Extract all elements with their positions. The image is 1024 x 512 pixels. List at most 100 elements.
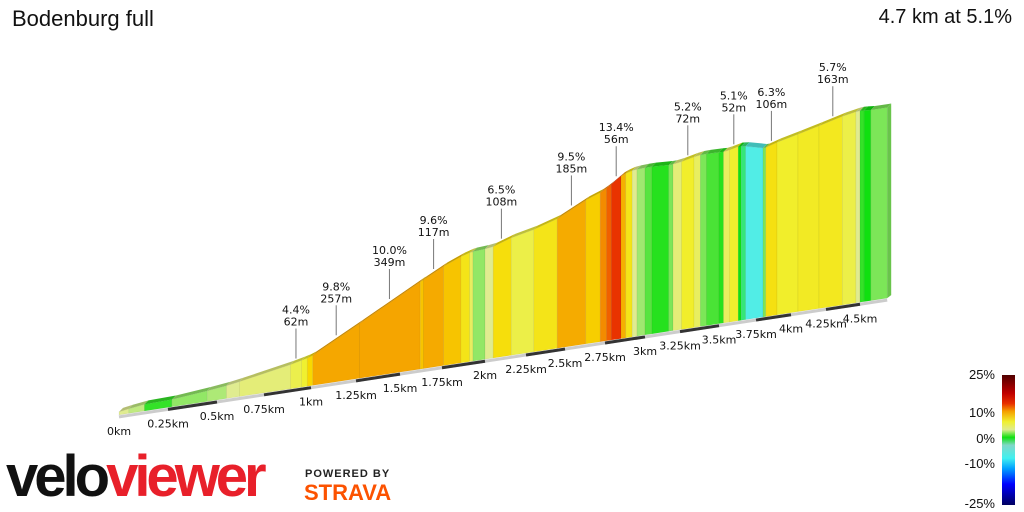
segment-top-face [600,184,611,193]
gradient-segment [484,246,494,360]
segment-top-face [652,160,673,167]
x-tick-label: 0.5km [200,410,235,423]
gradient-segment [625,170,633,339]
annotation-grade: 10.0% [372,244,407,257]
segment-top-face [420,275,428,282]
legend-label-10: 10% [968,405,995,420]
annotation-length: 72m [675,112,700,125]
segment-summary: 4.7 km at 5.1% [878,6,1012,28]
segment-title: Bodenburg full [12,6,154,31]
x-tick-label: 0.25km [147,417,189,430]
gradient-segment [863,109,872,302]
segment-top-face [700,149,711,155]
segment-top-face [798,121,823,135]
strava-logo[interactable]: STRAVA [304,480,392,505]
gradient-segment [737,146,742,322]
gradient-segment [723,149,730,324]
gradient-segment [301,357,308,388]
axis-tick-band [825,302,861,311]
segment-top-face [585,188,605,201]
gradient-segment [693,154,701,328]
powered-by-label: POWERED BY [305,468,391,480]
logo-viewer: viewer [106,444,267,509]
x-tick-label: 3.75km [735,328,777,341]
annotation-grade: 6.3% [757,86,785,99]
gradient-segment [740,145,746,321]
segment-top-face [290,356,306,365]
segment-top-face [842,107,860,117]
segment-top-face [611,172,625,185]
segment-top-face [777,130,802,143]
axis-tick-band [167,400,218,411]
gradient-segment [718,151,724,325]
annotation-grade: 4.4% [282,304,310,317]
segment-top-face [485,242,498,249]
segment-top-face [765,138,781,148]
segment-top-face [632,165,641,171]
gradient-segment [797,125,820,313]
segment-top-face [637,163,649,170]
segment-top-face [119,404,133,412]
gradient-segment [870,107,888,301]
axis-tick-band [525,347,566,357]
segment-top-face [681,152,699,162]
x-tick-label: 4.25km [805,317,847,330]
gradient-segment [681,156,695,330]
veloviewer-logo[interactable]: veloviewer [6,448,267,506]
gradient-segment [620,172,627,339]
gradient-segment [423,265,445,369]
gradient-segment [636,167,646,337]
gradient-segment [469,251,474,362]
gradient-segment [706,151,720,326]
gradient-segment [419,279,424,370]
gradient-segment [460,252,470,364]
annotation-length: 62m [284,316,309,329]
x-tick-label: 2.5km [548,357,583,370]
segment-top-face [226,377,244,386]
segment-top-face [870,103,892,110]
annotation-grade: 9.6% [420,214,448,227]
axis-tick-band [679,324,720,334]
segment-top-face [621,169,630,177]
segment-top-face [645,162,656,168]
segment-top-face [625,166,637,174]
segment-top-face [694,150,705,157]
x-tick-label: 0.75km [243,403,285,416]
gradient-segment [745,145,764,320]
gradient-segment [556,199,587,349]
x-tick-label: 0km [107,425,131,438]
segment-top-face [493,233,516,247]
gradient-segment [606,183,612,342]
legend-label-minus10: -10% [964,456,995,471]
gradient-segment [599,187,607,343]
annotation-grade: 5.2% [674,100,702,113]
segment-top-face [443,252,465,267]
segment-top-face [171,386,212,400]
gradient-segment [443,256,462,366]
x-tick-label: 4.5km [843,312,878,325]
annotation-grade: 6.5% [487,184,515,197]
x-tick-label: 2.25km [505,363,547,376]
segment-top-face [472,244,489,252]
annotation-length: 56m [604,133,629,146]
segment-top-face [460,248,474,257]
annotation-grade: 9.8% [322,280,350,293]
axis-tick-band [755,313,792,322]
legend-label-0: 0% [976,431,995,446]
gradient-segment [533,218,558,353]
x-tick-label: 1.75km [421,376,463,389]
segment-top-face [668,160,677,165]
segment-top-face [606,180,616,189]
annotation-length: 117m [418,226,450,239]
segment-top-face [860,106,869,111]
x-tick-label: 1.5km [383,382,418,395]
segment-top-face [423,262,448,280]
axis-tick-band [441,359,486,370]
logo-velo: velo [6,444,110,509]
x-tick-label: 1.25km [335,389,377,402]
gradient-segment [611,175,622,341]
annotation-grade: 5.1% [720,89,748,102]
segment-top-face [239,360,295,382]
gradient-segment [765,141,778,317]
